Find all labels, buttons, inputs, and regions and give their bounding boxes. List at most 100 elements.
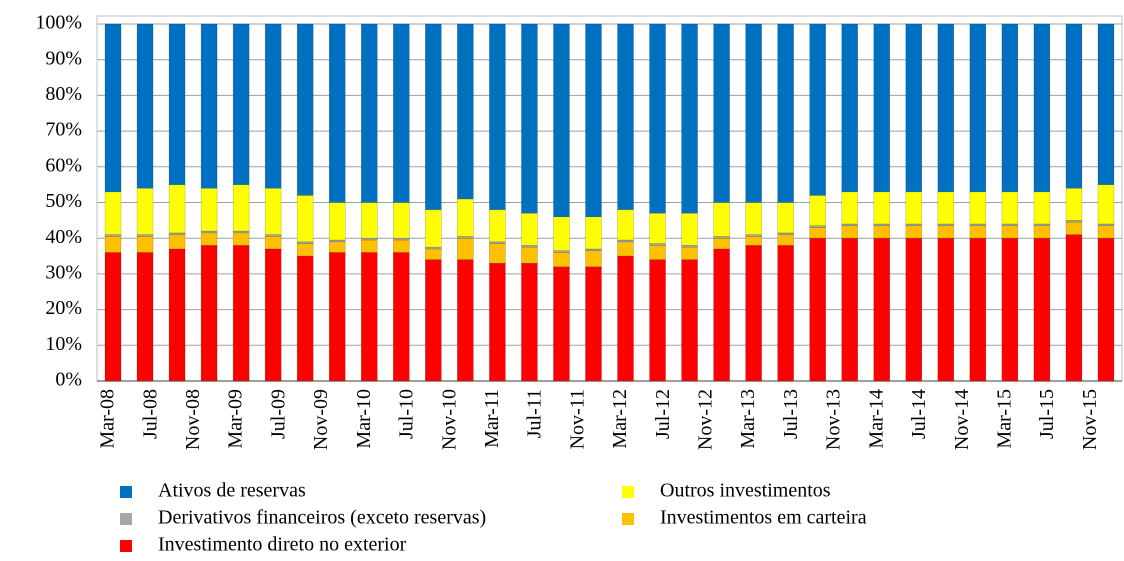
- bar-segment: [873, 237, 891, 382]
- bar-segment: [232, 23, 250, 185]
- bar-segment: [617, 255, 634, 382]
- bar-segment: [264, 187, 282, 235]
- legend-swatch: [120, 540, 132, 552]
- bar-segment: [296, 243, 314, 257]
- legend-label: Outros investimentos: [660, 480, 831, 502]
- bar-segment: [1001, 225, 1019, 239]
- x-tick-label: Nov-12: [695, 389, 717, 450]
- bar-segment: [136, 252, 154, 382]
- y-tick-label: 60%: [45, 154, 82, 176]
- x-tick-label: Jul-15: [1036, 389, 1058, 439]
- bar-segment: [585, 23, 602, 218]
- bar-segment: [585, 216, 602, 250]
- bar-segment: [617, 23, 634, 210]
- bar-segment: [937, 191, 955, 225]
- y-tick-label: 0%: [55, 369, 82, 391]
- bar-segment: [296, 255, 314, 382]
- bar-segment: [1033, 225, 1051, 239]
- x-tick-label: Mar-09: [225, 389, 247, 449]
- bar-segment: [328, 202, 346, 241]
- y-tick-label: 100%: [35, 12, 82, 34]
- bar-segment: [1001, 23, 1019, 193]
- bar-segment: [585, 266, 602, 382]
- bar-segment: [809, 195, 827, 227]
- bar-segment: [200, 187, 218, 232]
- bar-segment: [873, 225, 891, 239]
- bar-segment: [681, 246, 698, 260]
- x-tick-label: Nov-13: [823, 389, 845, 450]
- bar-segment: [392, 202, 410, 239]
- bar-segment: [713, 248, 730, 382]
- x-tick-label: Jul-08: [139, 389, 161, 439]
- bar-segment: [1065, 187, 1083, 221]
- x-tick-label: Mar-14: [865, 389, 887, 449]
- bar-segment: [521, 246, 538, 264]
- bar-segment: [104, 234, 122, 237]
- bar-segment: [264, 23, 282, 189]
- bar-segment: [457, 237, 474, 260]
- bar-segment: [777, 234, 794, 246]
- bar-segment: [264, 236, 282, 250]
- bar-segment: [553, 216, 570, 251]
- bar-segment: [425, 23, 442, 210]
- legend-swatch: [120, 513, 132, 525]
- bar-segment: [136, 236, 154, 253]
- bar-segment: [1097, 225, 1115, 239]
- bar-segment: [873, 23, 891, 193]
- bar-segment: [873, 191, 891, 225]
- x-tick-label: Nov-15: [1079, 389, 1101, 450]
- bar-segment: [777, 202, 794, 234]
- bar-segment: [200, 245, 218, 382]
- x-tick-label: Jul-13: [780, 389, 802, 439]
- bar-segment: [360, 252, 378, 382]
- x-tick-label: Jul-09: [267, 389, 289, 439]
- plot-wall: [96, 15, 1123, 382]
- bar-segment: [649, 245, 666, 260]
- bar-segment: [232, 245, 250, 382]
- y-tick-label: 80%: [45, 83, 82, 105]
- legend-swatch: [622, 513, 634, 525]
- bar-segment: [1097, 23, 1115, 185]
- x-tick-label: Jul-10: [396, 389, 418, 439]
- bar-segment: [777, 245, 794, 382]
- x-tick-label: Nov-09: [310, 389, 332, 450]
- bar-segment: [969, 23, 987, 193]
- y-tick-label: 70%: [45, 119, 82, 141]
- bar-segment: [1065, 234, 1083, 382]
- bar-segment: [905, 191, 923, 225]
- bar-segment: [745, 245, 762, 382]
- legend-label: Derivativos financeiros (exceto reservas…: [158, 507, 486, 529]
- bar-segment: [425, 259, 442, 382]
- bar-segment: [104, 191, 122, 235]
- bar-segment: [360, 239, 378, 253]
- bar-segment: [809, 237, 827, 382]
- bar-segment: [809, 23, 827, 196]
- bar-segment: [489, 262, 506, 382]
- bar-segment: [104, 252, 122, 382]
- bar-segment: [841, 237, 859, 382]
- bar-segment: [649, 259, 666, 382]
- bar-segment: [617, 241, 634, 257]
- bar-segment: [969, 225, 987, 239]
- bar-segment: [713, 202, 730, 237]
- y-tick-label: 10%: [45, 333, 82, 355]
- bar-segment: [1001, 237, 1019, 382]
- bar-segment: [425, 209, 442, 248]
- x-tick-label: Mar-13: [737, 389, 759, 449]
- bar-segment: [937, 237, 955, 382]
- legend-label: Investimento direto no exterior: [158, 534, 407, 556]
- bar-segment: [168, 234, 186, 250]
- bar-segment: [425, 248, 442, 260]
- x-tick-label: Nov-10: [438, 389, 460, 450]
- y-tick-label: 30%: [45, 261, 82, 283]
- bar-segment: [457, 23, 474, 200]
- bar-segment: [392, 239, 410, 253]
- bar-segment: [969, 237, 987, 382]
- bar-segment: [841, 23, 859, 193]
- bar-segment: [136, 187, 154, 235]
- bar-segment: [457, 198, 474, 237]
- bar-segment: [328, 241, 346, 253]
- bar-segment: [745, 202, 762, 235]
- bar-segment: [969, 191, 987, 225]
